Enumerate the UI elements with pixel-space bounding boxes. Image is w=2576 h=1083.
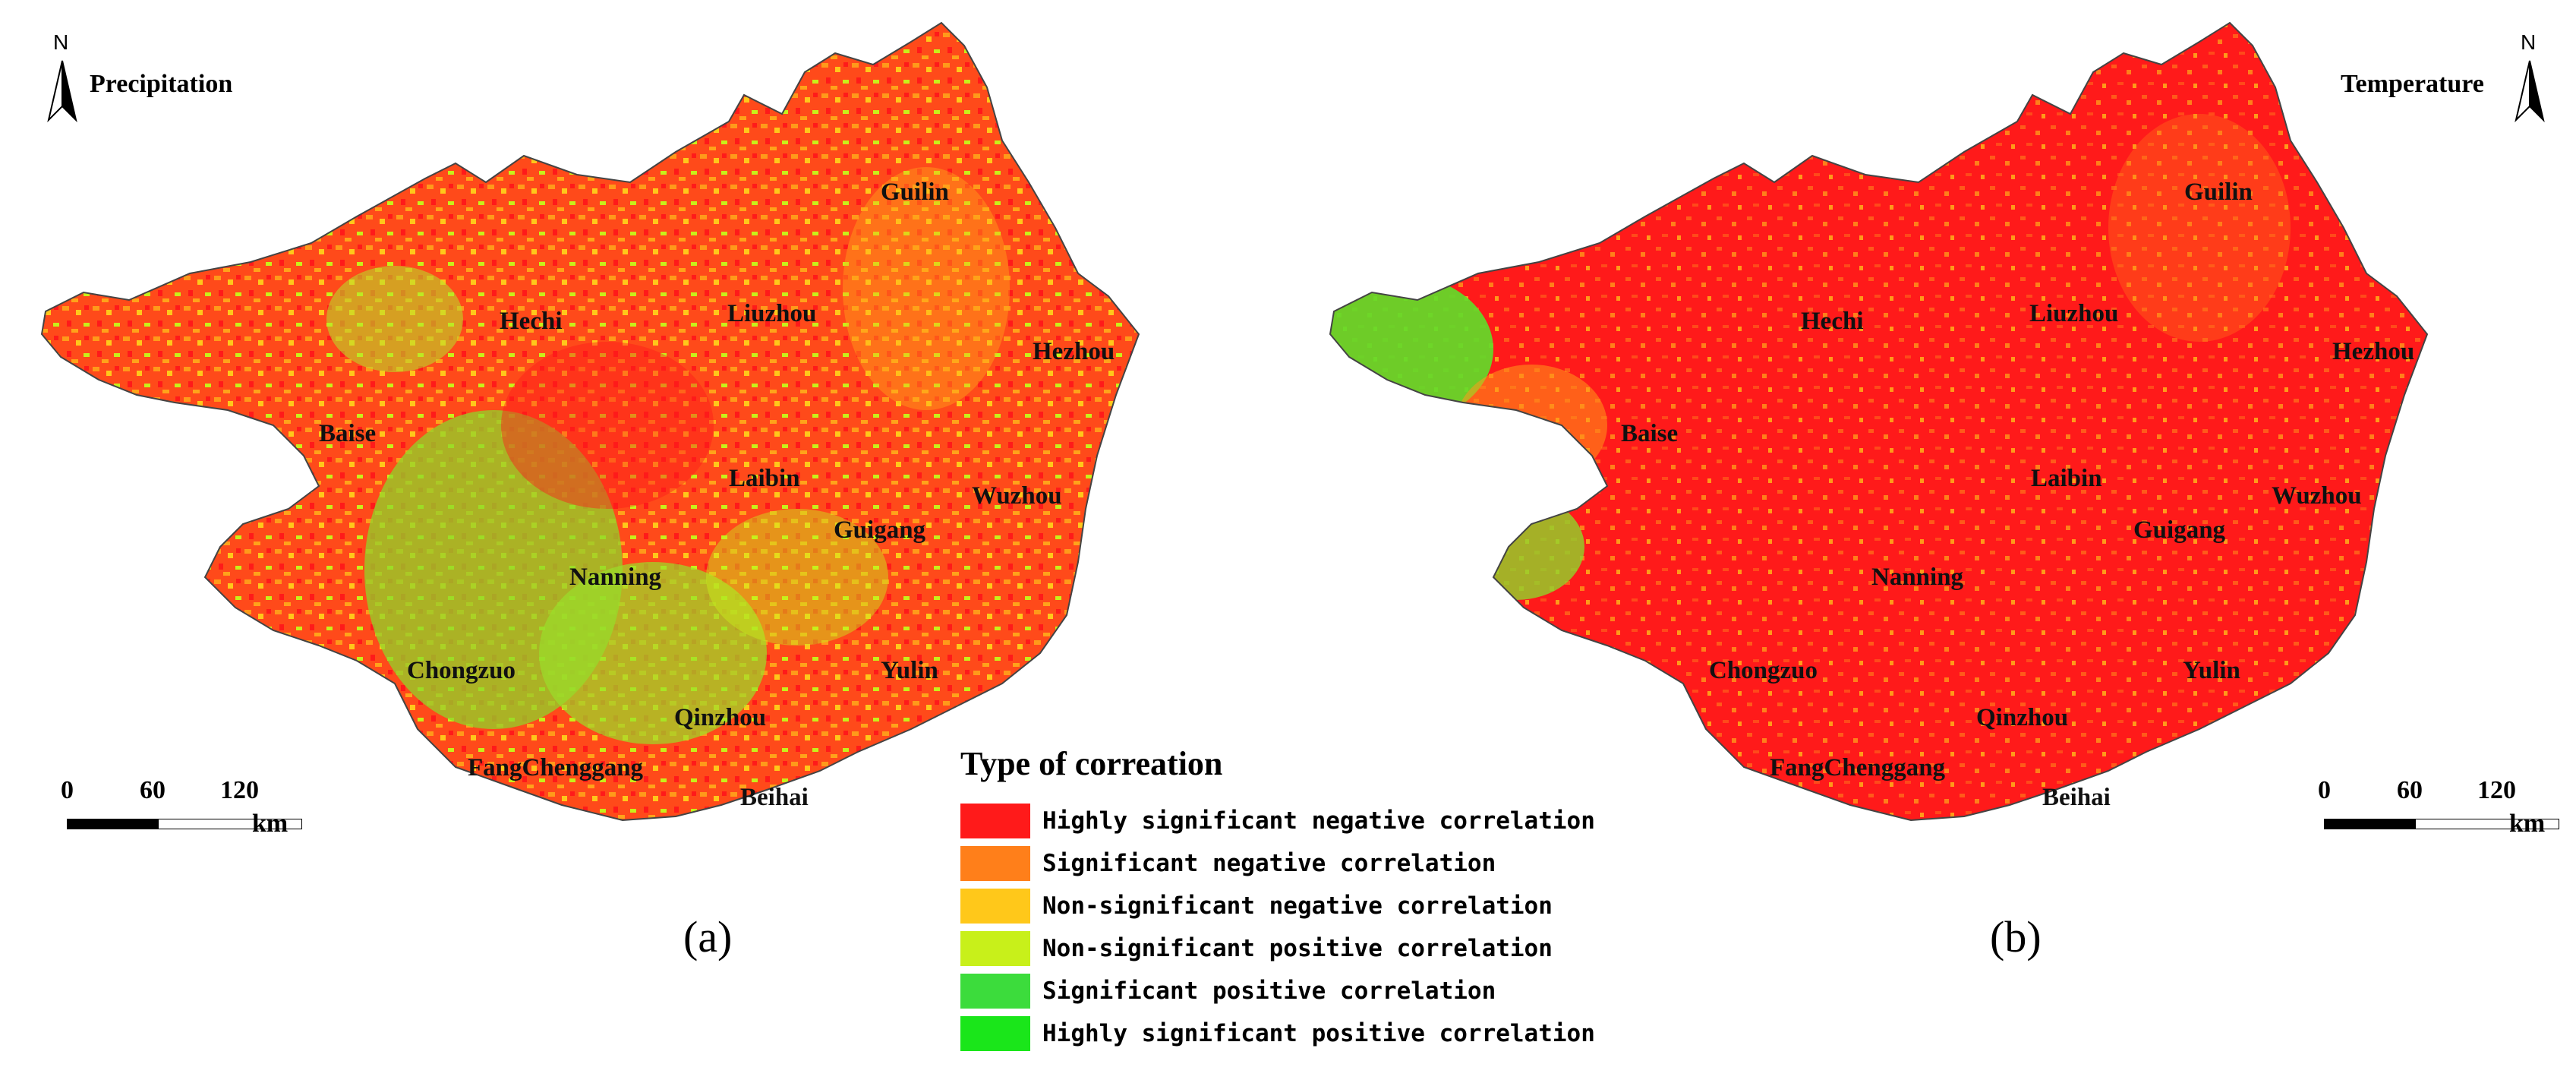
legend-swatch bbox=[960, 889, 1030, 924]
place-label: Beihai bbox=[740, 784, 809, 811]
scale-unit: km bbox=[2509, 810, 2546, 838]
legend-item: Significant negative correlation bbox=[960, 842, 1674, 885]
north-arrow-icon bbox=[47, 60, 77, 123]
scale-unit: km bbox=[252, 810, 288, 838]
place-label: Hezhou bbox=[2332, 338, 2415, 365]
legend-label: Non-significant negative correlation bbox=[1042, 892, 1553, 920]
place-label: Hechi bbox=[500, 308, 563, 335]
legend-item: Highly significant negative correlation bbox=[960, 800, 1674, 842]
scale-segment-white bbox=[2415, 819, 2559, 829]
scale-tick-0: 0 bbox=[2318, 776, 2331, 804]
place-label: Guigang bbox=[834, 516, 926, 544]
legend-label: Significant positive correlation bbox=[1042, 977, 1496, 1005]
legend-label: Significant negative correlation bbox=[1042, 850, 1496, 877]
legend-swatch bbox=[960, 974, 1030, 1009]
place-label: Wuzhou bbox=[2272, 482, 2362, 510]
map-panel-precipitation: N Precipitation Guilin Hechi Liuzhou Hez… bbox=[39, 21, 1140, 961]
panel-caption: (a) bbox=[683, 912, 733, 961]
variable-title: Precipitation bbox=[90, 70, 233, 98]
north-letter: N bbox=[53, 30, 69, 54]
legend-item: Non-significant negative correlation bbox=[960, 885, 1674, 927]
place-label: Hezhou bbox=[1033, 338, 1115, 365]
place-label: Qinzhou bbox=[674, 704, 767, 731]
legend-label: Highly significant positive correlation bbox=[1042, 1020, 1595, 1047]
place-label: Laibin bbox=[729, 465, 800, 492]
legend-swatch bbox=[960, 931, 1030, 966]
place-label: Yulin bbox=[2183, 657, 2240, 684]
place-label: Nanning bbox=[569, 564, 662, 591]
north-arrow-icon bbox=[2515, 60, 2545, 123]
variable-title: Temperature bbox=[2341, 70, 2484, 98]
place-label: FangChenggang bbox=[1770, 754, 1946, 781]
place-label: Yulin bbox=[881, 657, 938, 684]
scale-segment-black bbox=[67, 819, 158, 829]
place-label: Baise bbox=[1621, 420, 1679, 447]
scale-bar: 0 60 120 km bbox=[2318, 776, 2561, 838]
place-label: FangChenggang bbox=[468, 754, 644, 781]
scale-segment-black bbox=[2324, 819, 2415, 829]
place-label: Beihai bbox=[2042, 784, 2111, 811]
place-label: Guilin bbox=[881, 178, 949, 206]
map-panel-temperature: Temperature N Guilin Hechi Liuzhou Hezho… bbox=[1288, 0, 2576, 1083]
panel-caption: (b) bbox=[1990, 912, 2042, 961]
legend-label: Non-significant positive correlation bbox=[1042, 935, 1553, 962]
north-letter: N bbox=[2521, 30, 2537, 54]
legend-item: Highly significant positive correlation bbox=[960, 1012, 1674, 1055]
scale-bar: 0 60 120 km bbox=[61, 776, 304, 838]
place-label: Liuzhou bbox=[2029, 300, 2119, 327]
place-label: Nanning bbox=[1871, 564, 1964, 591]
scale-tick-60: 60 bbox=[140, 776, 166, 804]
place-label: Wuzhou bbox=[972, 482, 1062, 510]
legend-swatch bbox=[960, 846, 1030, 881]
scale-tick-120: 120 bbox=[2477, 776, 2516, 804]
precipitation-correlation-map bbox=[40, 21, 1140, 822]
scale-segment-white bbox=[158, 819, 302, 829]
place-label: Baise bbox=[319, 420, 377, 447]
place-label: Chongzuo bbox=[407, 657, 516, 684]
place-label: Laibin bbox=[2031, 465, 2102, 492]
legend-swatch bbox=[960, 804, 1030, 838]
place-label: Guigang bbox=[2133, 516, 2226, 544]
legend-item: Non-significant positive correlation bbox=[960, 927, 1674, 970]
north-arrow: N bbox=[39, 30, 85, 129]
scale-tick-120: 120 bbox=[220, 776, 259, 804]
place-label: Chongzuo bbox=[1709, 657, 1818, 684]
north-arrow: N bbox=[2507, 30, 2552, 129]
legend-swatch bbox=[960, 1016, 1030, 1051]
place-label: Guilin bbox=[2184, 178, 2253, 206]
place-label: Liuzhou bbox=[727, 300, 817, 327]
scale-tick-0: 0 bbox=[61, 776, 74, 804]
temperature-correlation-map bbox=[1329, 21, 2429, 822]
place-label: Hechi bbox=[1801, 308, 1864, 335]
legend-label: Highly significant negative correlation bbox=[1042, 807, 1595, 835]
legend-title: Type of correation bbox=[960, 745, 1223, 782]
legend: Type of correation Highly significant ne… bbox=[960, 744, 1674, 1055]
legend-item: Significant positive correlation bbox=[960, 970, 1674, 1012]
scale-tick-60: 60 bbox=[2397, 776, 2423, 804]
place-label: Qinzhou bbox=[1976, 704, 2069, 731]
